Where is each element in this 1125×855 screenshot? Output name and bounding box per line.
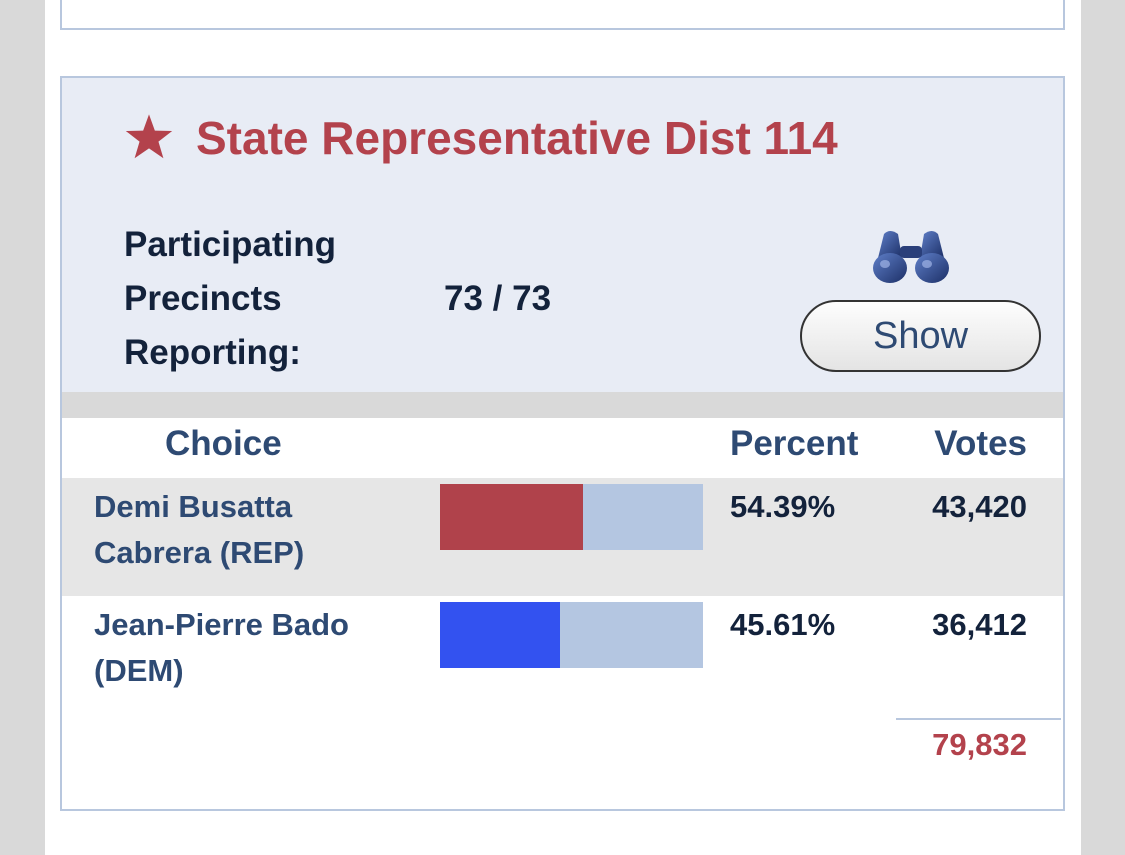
vote-share-bar-fill (440, 602, 560, 668)
vote-share-bar (440, 602, 703, 668)
race-title-text: State Representative Dist 114 (196, 112, 838, 164)
total-divider (896, 718, 1061, 720)
previous-race-card (60, 0, 1065, 30)
votes-header: Votes (934, 424, 1027, 463)
precincts-label: Participating Precincts Reporting: (124, 225, 336, 372)
candidate-votes: 36,412 (932, 607, 1027, 642)
show-button[interactable]: Show (800, 300, 1041, 372)
binoculars-icon (873, 231, 949, 283)
race-header: State Representative Dist 114 Participat… (62, 78, 1063, 392)
candidate-votes: 43,420 (932, 489, 1027, 524)
race-card: State Representative Dist 114 Participat… (60, 76, 1065, 811)
header-divider-band (62, 392, 1063, 418)
candidate-percent: 54.39% (730, 489, 836, 524)
candidate-name: Demi Busatta Cabrera (REP) (94, 489, 305, 570)
star-icon (125, 114, 173, 159)
vote-share-bar-fill (440, 484, 583, 550)
total-votes: 79,832 (932, 727, 1027, 762)
candidate-name: Jean-Pierre Bado (DEM) (94, 607, 349, 688)
percent-header: Percent (730, 424, 859, 463)
race-title: State Representative Dist 114 (122, 108, 838, 168)
choice-header: Choice (165, 424, 282, 463)
candidate-row: Jean-Pierre Bado (DEM) 45.61% 36,412 (62, 596, 1063, 714)
candidate-row: Demi Busatta Cabrera (REP) 54.39% 43,420 (62, 478, 1063, 596)
precincts-value: 73 / 73 (444, 279, 552, 318)
candidate-percent: 45.61% (730, 607, 836, 642)
vote-share-bar (440, 484, 703, 550)
